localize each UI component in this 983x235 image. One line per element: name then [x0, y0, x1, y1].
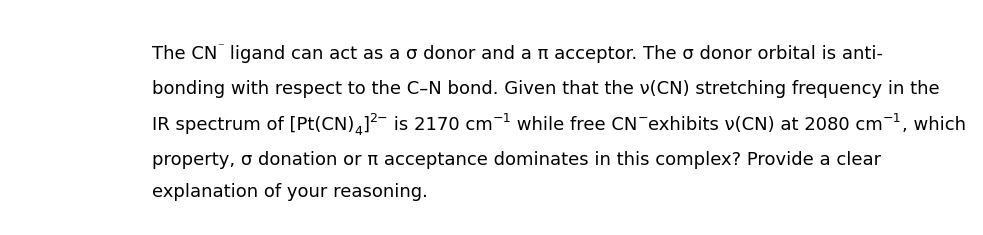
- Text: 4: 4: [354, 125, 362, 138]
- Text: while free CN: while free CN: [511, 116, 638, 133]
- Text: ]: ]: [362, 116, 370, 133]
- Text: −: −: [638, 112, 648, 125]
- Text: −1: −1: [883, 112, 901, 125]
- Text: bonding with respect to the C–N bond. Given that the ν(CN) stretching frequency : bonding with respect to the C–N bond. Gi…: [151, 80, 940, 98]
- Text: exhibits ν(CN) at 2080 cm: exhibits ν(CN) at 2080 cm: [648, 116, 883, 133]
- Text: ⁻: ⁻: [217, 41, 224, 54]
- Text: , which: , which: [901, 116, 965, 133]
- Text: explanation of your reasoning.: explanation of your reasoning.: [151, 183, 428, 201]
- Text: IR spectrum of [Pt(CN): IR spectrum of [Pt(CN): [151, 116, 354, 133]
- Text: −1: −1: [492, 112, 511, 125]
- Text: is 2170 cm: is 2170 cm: [388, 116, 492, 133]
- Text: ligand can act as a σ donor and a π acceptor. The σ donor orbital is anti-: ligand can act as a σ donor and a π acce…: [224, 45, 883, 63]
- Text: The CN: The CN: [151, 45, 217, 63]
- Text: property, σ donation or π acceptance dominates in this complex? Provide a clear: property, σ donation or π acceptance dom…: [151, 151, 881, 169]
- Text: 2−: 2−: [370, 112, 388, 125]
